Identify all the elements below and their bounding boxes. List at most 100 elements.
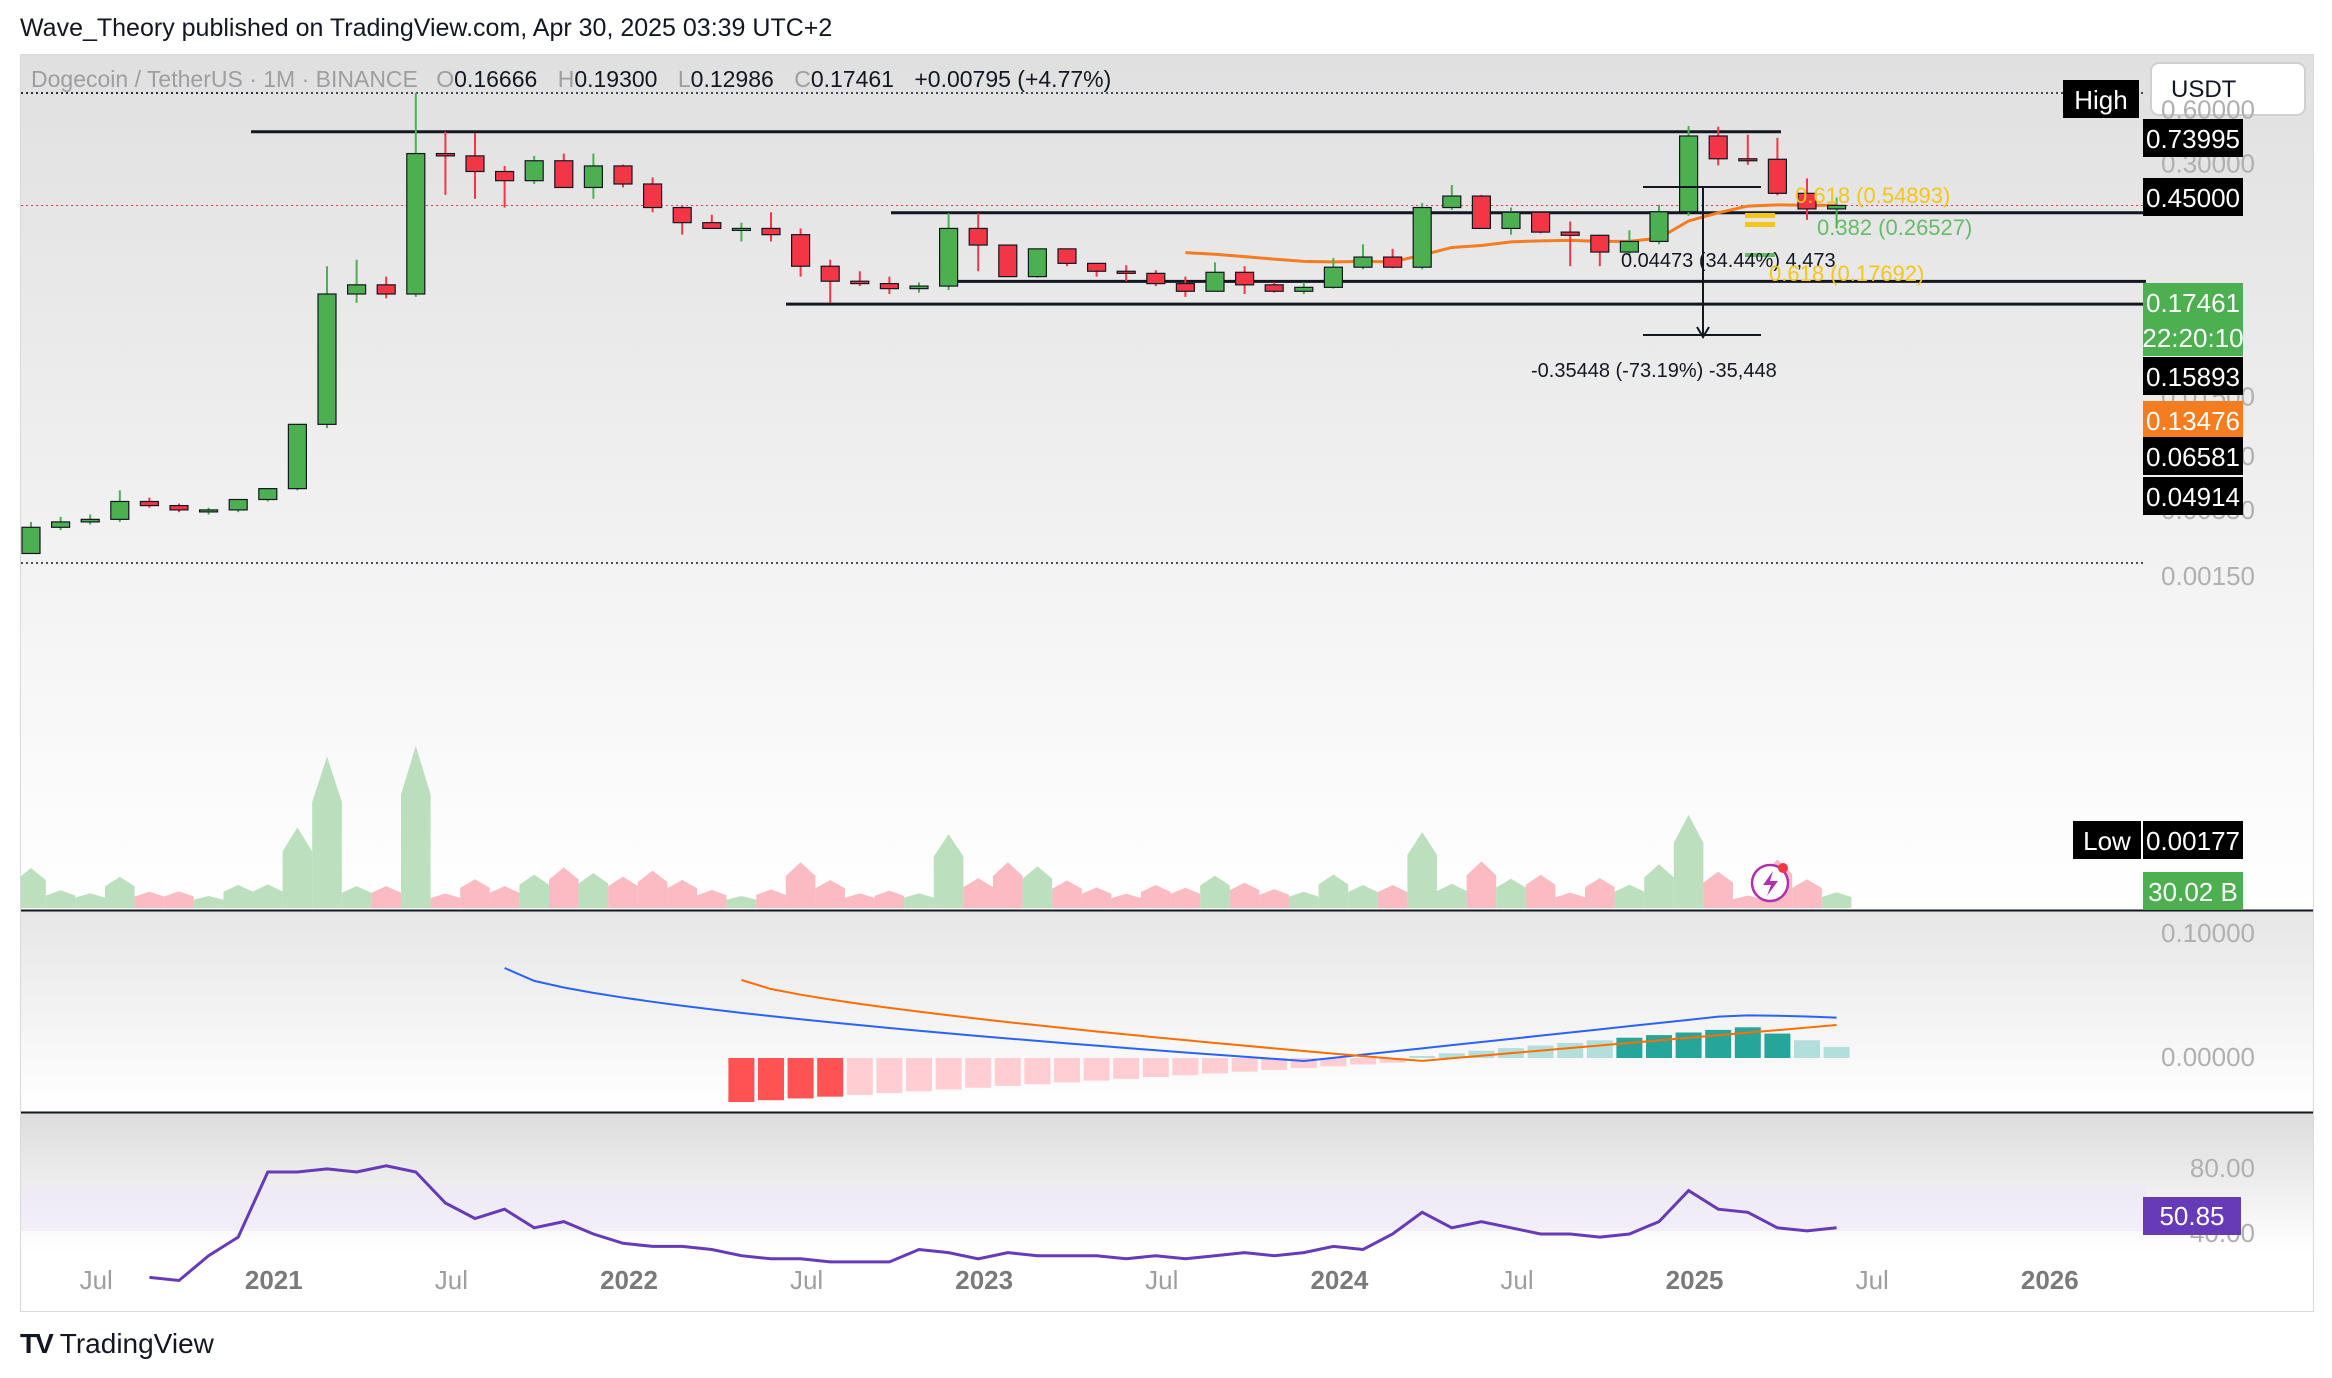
- measure-tool[interactable]: [1643, 186, 1761, 339]
- candle: [1826, 197, 1847, 229]
- time-axis-label: Jul: [80, 1265, 113, 1295]
- candle: [1234, 266, 1255, 295]
- publisher-line: Wave_Theory published on TradingView.com…: [20, 14, 833, 42]
- chart-container[interactable]: 0.618 (0.54893) 0.382 (0.26527) 0.04473 …: [16, 54, 2314, 1312]
- symbol-name: Dogecoin / TetherUS · 1M · BINANCE: [31, 66, 418, 92]
- candle: [1412, 203, 1432, 270]
- svg-text:0.13476: 0.13476: [2146, 406, 2240, 436]
- measure-up-label: 0.04473 (34.44%) 4,473: [1621, 250, 1836, 272]
- volume-bar: [1555, 892, 1585, 908]
- volume-bar: [1289, 891, 1319, 908]
- volume-bar: [1525, 874, 1556, 908]
- candle: [524, 155, 544, 184]
- macd-histogram-bar: [965, 1058, 992, 1088]
- candle: [1530, 211, 1551, 234]
- price-badge: Low: [2073, 821, 2141, 859]
- fib-618-top-label: 0.618 (0.54893): [1795, 183, 1950, 208]
- currency-button[interactable]: USDT: [2150, 62, 2306, 116]
- svg-text:0.45000: 0.45000: [2146, 183, 2240, 213]
- fib-marker-gold: [1745, 213, 1775, 218]
- fib-382-label: 0.382 (0.26527): [1817, 215, 1972, 240]
- svg-text:0.73995: 0.73995: [2146, 124, 2240, 154]
- volume-bar: [1407, 832, 1437, 908]
- price-badge: 0.06581: [2143, 437, 2243, 475]
- macd-histogram-bar: [1646, 1035, 1672, 1058]
- chart-canvas[interactable]: 0.618 (0.54893) 0.382 (0.26527) 0.04473 …: [16, 55, 2313, 1311]
- time-axis-label: Jul: [790, 1265, 823, 1295]
- open-value: 0.16666: [454, 66, 537, 92]
- high-value: 0.19300: [574, 66, 657, 92]
- svg-text:0.17461: 0.17461: [2146, 288, 2240, 318]
- volume-bar: [1141, 885, 1171, 908]
- tradingview-footer[interactable]: TV TradingView: [20, 1328, 214, 1360]
- candle: [1323, 257, 1344, 289]
- volume-bar: [1111, 893, 1141, 908]
- candle: [258, 488, 278, 502]
- volume-bar: [1318, 874, 1349, 908]
- candle: [1294, 282, 1314, 295]
- volume-bar: [193, 896, 224, 908]
- macd-indicator: [504, 967, 1850, 1102]
- volume-bar: [105, 876, 135, 908]
- macd-histogram-bar: [1024, 1058, 1051, 1085]
- time-axis-label: 2022: [600, 1265, 658, 1295]
- candle: [583, 153, 604, 199]
- volume-bar: [578, 872, 609, 908]
- price-badge: 0.04914: [2143, 477, 2243, 515]
- tradingview-brand: TradingView: [59, 1328, 214, 1359]
- candle: [909, 282, 929, 293]
- candle: [1560, 221, 1580, 267]
- volume-bar: [993, 862, 1023, 908]
- time-axis-label: 2024: [1310, 1265, 1368, 1295]
- volume-bar: [1496, 878, 1526, 908]
- volume-bar: [726, 896, 757, 908]
- candle: [1501, 207, 1521, 235]
- macd-histogram-bar: [1172, 1058, 1199, 1076]
- price-tick-label: 0.00150: [2161, 561, 2255, 591]
- svg-text:0.15893: 0.15893: [2146, 362, 2240, 392]
- close-value: 0.17461: [811, 66, 894, 92]
- candle: [287, 423, 307, 491]
- lightning-icon[interactable]: [1750, 863, 1790, 903]
- volume-bar: [371, 886, 401, 908]
- macd-histogram-bar: [817, 1058, 844, 1097]
- volume-bar: [1052, 880, 1082, 908]
- volume-bar: [1703, 871, 1733, 908]
- candle: [613, 164, 633, 188]
- symbol-legend[interactable]: Dogecoin / TetherUS · 1M · BINANCE O0.16…: [31, 66, 1111, 92]
- candle: [1738, 134, 1758, 165]
- candle: [879, 276, 900, 295]
- volume-bar: [460, 879, 490, 908]
- low-value: 0.12986: [691, 66, 774, 92]
- macd-tick-label: 0.10000: [2161, 918, 2255, 948]
- main-pane-bg: [21, 55, 2313, 910]
- candle: [642, 177, 663, 213]
- volume-bar: [815, 879, 845, 908]
- svg-text:0.06581: 0.06581: [2146, 442, 2240, 472]
- macd-histogram-bar: [1557, 1042, 1584, 1058]
- macd-histogram-bar: [1379, 1058, 1406, 1063]
- volume-bar: [1170, 887, 1201, 908]
- candle: [1382, 248, 1403, 269]
- candle: [938, 213, 959, 290]
- candle: [110, 490, 130, 522]
- volume-bar: [401, 746, 431, 908]
- macd-histogram-bar: [846, 1058, 873, 1095]
- price-badge: 0.15893: [2143, 357, 2243, 395]
- volume-bar: [1081, 887, 1112, 908]
- volume-bar: [312, 756, 342, 908]
- candle: [347, 259, 367, 303]
- candle: [820, 259, 840, 303]
- volume-bar: [341, 886, 372, 908]
- time-axis[interactable]: Jul 2021 Jul 2022 Jul 2023 Jul 2024 Jul 2025 Jul 20…: [80, 1265, 2079, 1295]
- candle: [406, 92, 426, 297]
- macd-histogram-bar: [1054, 1058, 1080, 1083]
- price-badge: 0.73995: [2143, 119, 2243, 157]
- volume-bar: [963, 878, 993, 908]
- rsi-tick-label: 80.00: [2190, 1153, 2255, 1183]
- svg-text:High: High: [2074, 85, 2127, 115]
- volume-bar: [697, 889, 727, 908]
- candle: [139, 497, 160, 508]
- price-badge: 30.02 B: [2143, 872, 2243, 910]
- rsi-pane-bg: [21, 1113, 2313, 1253]
